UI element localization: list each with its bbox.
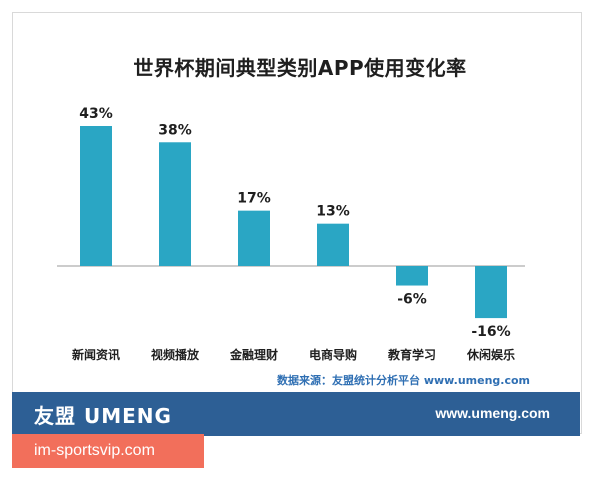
category-label-1: 视频播放 xyxy=(151,347,200,362)
value-label-3: 13% xyxy=(316,204,350,220)
value-label-0: 43% xyxy=(79,106,113,122)
value-label-2: 17% xyxy=(237,191,271,207)
umeng-logo: 友盟 UMENG xyxy=(34,404,172,428)
category-label-4: 教育学习 xyxy=(387,347,436,362)
bar-4 xyxy=(396,266,428,286)
chart-title: 世界杯期间典型类别APP使用变化率 xyxy=(133,56,467,80)
footer-banner: 友盟 UMENG www.umeng.com xyxy=(12,392,580,436)
value-label-4: -6% xyxy=(397,292,427,308)
footer-url: www.umeng.com xyxy=(435,405,550,421)
category-label-3: 电商导购 xyxy=(309,347,357,362)
category-label-5: 休闲娱乐 xyxy=(466,347,515,362)
bar-5 xyxy=(475,266,507,319)
category-label-0: 新闻资讯 xyxy=(72,347,120,362)
watermark-label: im-sportsvip.com xyxy=(12,434,204,468)
bar-1 xyxy=(159,142,191,266)
value-label-5: -16% xyxy=(471,324,510,340)
bar-2 xyxy=(238,210,270,266)
category-label-2: 金融理财 xyxy=(229,347,278,362)
bar-0 xyxy=(80,126,112,266)
bar-3 xyxy=(317,223,349,266)
data-source: 数据来源：友盟统计分析平台 www.umeng.com xyxy=(277,374,530,387)
value-label-1: 38% xyxy=(158,122,192,138)
